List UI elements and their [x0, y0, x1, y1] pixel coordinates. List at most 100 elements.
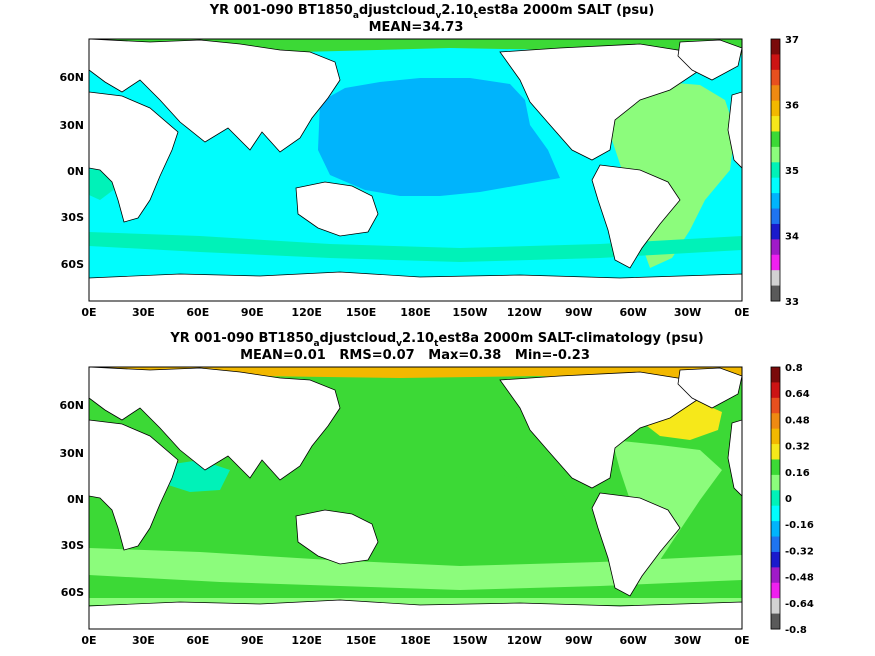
panel-1-x-axis: 0E 30E 60E 90E 120E 150E 180E 150W 120W 90W 60W 30W…: [81, 306, 749, 319]
colorbar-swatch: [771, 116, 780, 132]
x-tick-label: 0E: [734, 634, 749, 647]
africa: [89, 419, 179, 551]
colorbar-swatch: [771, 521, 780, 538]
greenland: [677, 367, 742, 409]
x-tick-label: 150E: [346, 634, 376, 647]
australia: [295, 509, 379, 565]
panel-1-map: [88, 38, 743, 302]
colorbar-swatch: [771, 39, 780, 55]
colorbar-tick-label: 0.32: [785, 442, 810, 453]
panel-2-colorbar: 0.8 0.64 0.48 0.32 0.16 0 -0.16 -0.32 -0.48 -0.64…: [770, 363, 814, 636]
colorbar-swatch: [771, 54, 780, 71]
colorbar-tick-label: 34: [785, 232, 799, 243]
africa-east-edge: [727, 91, 742, 169]
x-tick-label: 0E: [81, 306, 96, 319]
colorbar-swatch: [771, 131, 780, 148]
colorbar-swatch: [771, 428, 780, 445]
y-tick-label: 30S: [61, 539, 84, 552]
colorbar-swatch: [771, 582, 780, 599]
colorbar-swatch: [771, 459, 780, 476]
colorbar-swatch: [771, 69, 780, 86]
y-tick-label: 60N: [59, 399, 84, 412]
panel-2-y-axis: 60N 30N 0N 30S 60S: [59, 399, 84, 599]
panel-1: YR 001-090 BT1850adjustcloudv2.10test8a …: [59, 3, 798, 319]
pacific-interior: [410, 470, 580, 545]
colorbar-swatch: [771, 474, 780, 491]
colorbar-swatch: [771, 254, 780, 271]
colorbar-swatch: [771, 382, 780, 399]
colorbar-swatch: [771, 177, 780, 194]
x-tick-label: 150W: [452, 306, 487, 319]
x-tick-label: 60W: [619, 306, 646, 319]
indian-ocean-negative-field: [160, 460, 230, 492]
x-tick-label: 90E: [241, 306, 264, 319]
eurasia: [89, 39, 341, 153]
colorbar-frame: [770, 366, 781, 630]
greenland: [677, 39, 742, 81]
x-tick-label: 60W: [619, 634, 646, 647]
y-tick-label: 60S: [61, 258, 84, 271]
colorbar-swatch: [771, 85, 780, 102]
atlantic-field: [612, 440, 722, 575]
x-tick-label: 150E: [346, 306, 376, 319]
north-pacific-field: [318, 78, 560, 196]
colorbar-swatch: [771, 490, 780, 507]
australia: [295, 181, 379, 237]
antarctica: [89, 599, 742, 629]
colorbar-tick-label: -0.8: [785, 625, 807, 636]
x-tick-label: 0E: [81, 634, 96, 647]
north-america: [499, 371, 701, 489]
colorbar-swatch: [771, 444, 780, 460]
colorbar-swatch: [771, 413, 780, 430]
colorbar-swatch: [771, 551, 780, 568]
x-tick-label: 120W: [507, 306, 542, 319]
colorbar-swatch: [771, 146, 780, 163]
colorbar-swatch: [771, 193, 780, 210]
africa-east-edge: [727, 419, 742, 497]
x-tick-label: 180E: [400, 306, 430, 319]
south-america: [591, 492, 681, 597]
colorbar-swatch: [771, 270, 780, 287]
colorbar-tick-label: 0.8: [785, 363, 803, 374]
colorbar-swatch: [771, 223, 780, 240]
x-tick-label: 60E: [186, 306, 209, 319]
colorbar-tick-label: 37: [785, 35, 799, 46]
colorbar-tick-label: 0.48: [785, 415, 810, 426]
x-tick-label: 180E: [400, 634, 430, 647]
y-tick-label: 30N: [59, 447, 84, 460]
colorbar-tick-label: 0.64: [785, 389, 810, 400]
colorbar-tick-label: 0: [785, 494, 792, 505]
southern-ocean-band: [89, 232, 742, 262]
x-tick-label: 120W: [507, 634, 542, 647]
north-america: [499, 43, 701, 161]
y-tick-label: 60N: [59, 71, 84, 84]
x-tick-label: 90W: [565, 634, 592, 647]
panel-2-x-axis: 0E 30E 60E 90E 120E 150E 180E 150W 120W 90W 60W 30W…: [81, 634, 749, 647]
x-tick-label: 30W: [674, 306, 701, 319]
x-tick-label: 0E: [734, 306, 749, 319]
colorbar-tick-label: -0.32: [785, 546, 814, 557]
panel-2: YR 001-090 BT1850adjustcloudv2.10test8a …: [59, 331, 813, 647]
y-tick-label: 0N: [67, 493, 84, 506]
colorbar-swatch: [771, 598, 780, 615]
y-tick-label: 0N: [67, 165, 84, 178]
panel-1-y-axis: 60N 30N 0N 30S 60S: [59, 71, 84, 271]
colorbar-swatch: [771, 208, 780, 225]
colorbar-swatch: [771, 613, 780, 630]
africa: [89, 91, 179, 223]
south-america: [591, 164, 681, 269]
x-tick-label: 60E: [186, 634, 209, 647]
x-tick-label: 90W: [565, 306, 592, 319]
antarctica: [89, 271, 742, 301]
y-tick-label: 30N: [59, 119, 84, 132]
arctic-field: [89, 39, 742, 58]
colorbar-tick-label: 36: [785, 101, 799, 112]
colorbar-swatch: [771, 505, 780, 522]
colorbar-swatch: [771, 397, 780, 414]
panel-1-colorbar: 37 36 35 34 33: [770, 35, 799, 308]
panel-1-title: YR 001-090 BT1850adjustcloudv2.10test8a …: [209, 3, 655, 21]
x-tick-label: 30E: [132, 634, 155, 647]
colorbar-tick-label: -0.64: [785, 599, 814, 610]
x-tick-label: 30W: [674, 634, 701, 647]
colorbar-tick-label: 0.16: [785, 468, 810, 479]
